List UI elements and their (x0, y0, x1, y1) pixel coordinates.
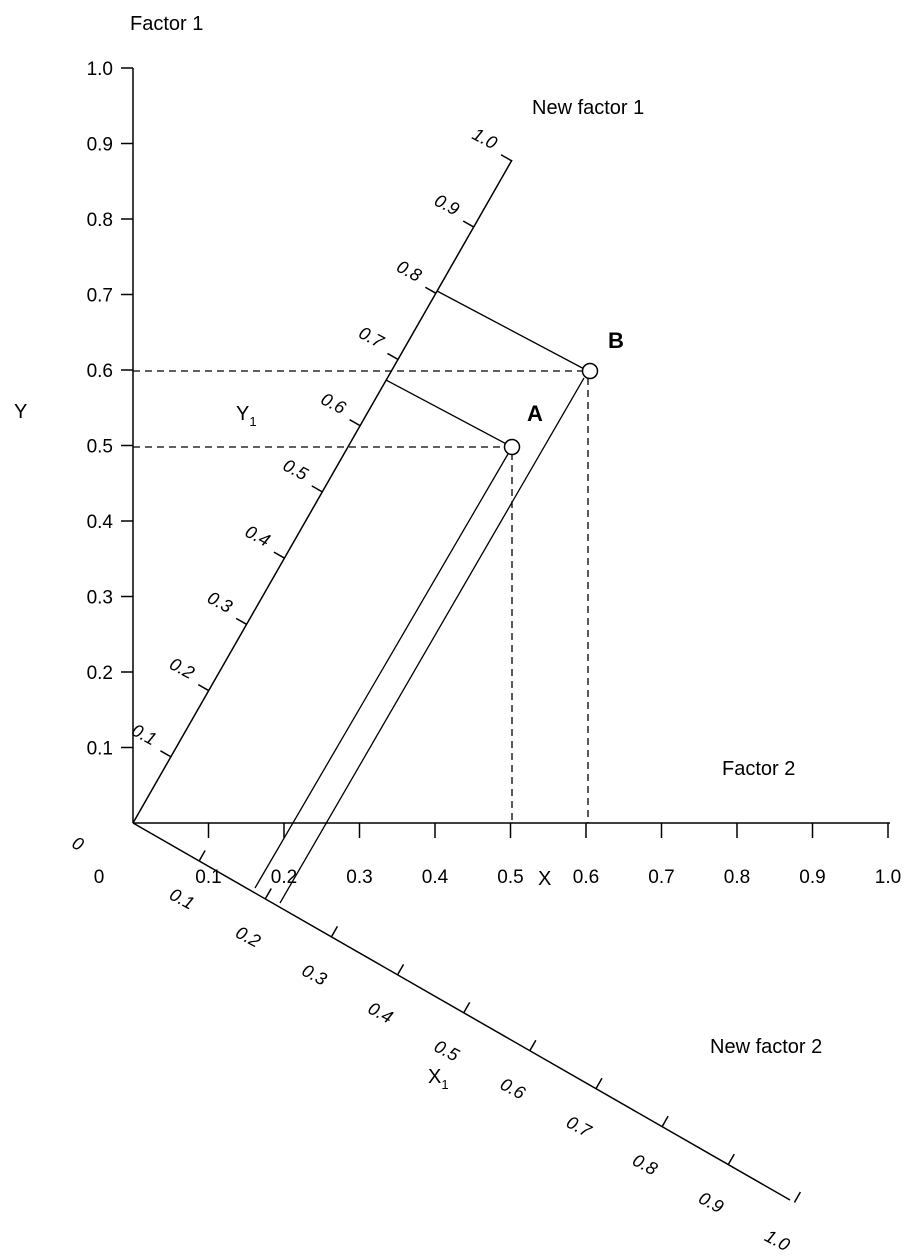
new-factor1-axis (132, 159, 513, 824)
new-factor2-tick-mark (330, 926, 339, 938)
y1-label: Y1 (236, 403, 257, 429)
new-factor1-tick-mark (235, 617, 247, 625)
new-factor2-tick-mark (661, 1115, 669, 1127)
x-tick-label: 1.0 (875, 867, 901, 888)
new-factor2-tick-label: 0.3 (299, 960, 330, 989)
new-factor2-tick-label: 0.4 (365, 998, 396, 1027)
x-tick-label: 0.4 (422, 867, 449, 888)
new-factor2-tick-mark (396, 964, 405, 976)
new-factor1-tick-label: 0.3 (204, 587, 235, 616)
new-factor1-tick-mark (349, 419, 361, 427)
new-factor1-tick-label: 0.2 (166, 654, 197, 683)
x-tick-label: 0.6 (573, 867, 599, 888)
new-factor1-tick-mark (424, 286, 437, 294)
new-factor1-tick-mark (500, 154, 512, 162)
new-factor2-tick-label: 0 (69, 833, 87, 855)
new-factor1-tick-label: 0.9 (431, 190, 462, 219)
new-factor2-tick-label: 0.5 (431, 1036, 463, 1066)
y-tick-label: 0.6 (87, 361, 113, 382)
new-factor2-tick-mark (463, 1001, 471, 1014)
x-tick-label: 0.1 (195, 867, 221, 888)
new-factor2-tick-label: 0.2 (232, 922, 263, 951)
new-factor1-tick-label: 0.8 (393, 256, 424, 285)
point-a-label: A (527, 401, 543, 426)
new-factor1-ticks: 0.10.20.30.40.50.60.70.80.91.0 (128, 124, 512, 758)
x1-label: X1 (428, 1066, 449, 1092)
point-a-new-factor2-projection (254, 453, 509, 889)
new-factor2-ticks: 0 0.1 0.2 0.3 0.4 0.5 0.6 0.7 0.8 0.9 1.0 (69, 833, 802, 1255)
point-b-label: B (608, 328, 624, 353)
new-factor1-tick-mark (160, 750, 172, 758)
new-factor1-label: New factor 1 (532, 97, 644, 119)
x-tick-label: 0.2 (271, 867, 297, 888)
y-tick-label: 1.0 (87, 59, 113, 80)
new-factor1-tick-label: 0.4 (242, 521, 273, 550)
point-b-new-factor1-projection (436, 290, 589, 372)
new-factor1-tick-label: 1.0 (469, 124, 500, 153)
new-factor1-tick-mark (387, 352, 399, 361)
y-axis-ticks: 1.0 0.9 0.8 0.7 0.6 0.5 0.4 0.3 0.2 0.1 (87, 59, 133, 760)
new-factor1-tick-mark (311, 485, 323, 493)
projection-lines (133, 290, 589, 904)
y-tick-label: 0.9 (87, 135, 113, 156)
point-b-marker (581, 362, 599, 380)
new-factor2-tick-mark (793, 1191, 802, 1203)
new-factor2-tick-label: 1.0 (762, 1226, 793, 1255)
new-factor1-tick-label: 0.5 (280, 455, 312, 485)
x-tick-label: 0.5 (497, 867, 523, 888)
new-factor2-axis (132, 822, 791, 1201)
new-factor2-tick-mark (727, 1153, 735, 1165)
factor1-label: Factor 1 (130, 13, 203, 35)
new-factor1-tick-label: 0.6 (318, 389, 350, 419)
new-factor2-tick-label: 0.8 (629, 1150, 660, 1179)
new-factor2-tick-label: 0.6 (497, 1074, 529, 1104)
x-tick-label: 0.8 (724, 867, 750, 888)
x-tick-label: 0.3 (346, 867, 372, 888)
y-tick-label: 0.1 (87, 739, 113, 760)
x-axis-ticks: 0 0.1 0.2 0.3 0.4 0.5 0.6 0.7 0.8 0.9 1.0 (94, 823, 901, 888)
new-factor1-tick-mark (197, 683, 210, 692)
x-tick-label: 0.9 (799, 867, 825, 888)
point-a-marker (503, 438, 521, 456)
y-tick-label: 0.3 (87, 588, 113, 609)
y-tick-label: 0.5 (87, 437, 113, 458)
y-label: Y (14, 401, 27, 423)
point-b-new-factor2-projection (279, 377, 585, 904)
new-factor2-tick-mark (264, 888, 272, 900)
y-tick-label: 0.2 (87, 663, 113, 684)
new-factor2-tick-label: 0.1 (166, 884, 197, 913)
new-factor2-tick-label: 0.7 (563, 1112, 595, 1142)
new-factor2-label: New factor 2 (710, 1036, 822, 1058)
x-label: X (538, 868, 551, 890)
new-factor2-tick-mark (529, 1039, 537, 1052)
new-factor2-tick-mark (198, 850, 206, 862)
factor2-label: Factor 2 (722, 758, 795, 780)
point-a-new-factor1-projection (385, 379, 513, 448)
x-tick-label: 0.7 (648, 867, 674, 888)
new-factor2-tick-label: 0.9 (695, 1188, 726, 1217)
new-factor1-tick-mark (462, 220, 474, 228)
y-tick-label: 0.8 (87, 210, 113, 231)
x-tick-label: 0 (94, 867, 105, 888)
new-factor1-tick-mark (273, 551, 285, 559)
new-factor2-tick-mark (595, 1077, 603, 1090)
y-tick-label: 0.7 (87, 286, 113, 307)
y-tick-label: 0.4 (87, 512, 114, 533)
new-factor1-tick-label: 0.7 (355, 323, 387, 353)
